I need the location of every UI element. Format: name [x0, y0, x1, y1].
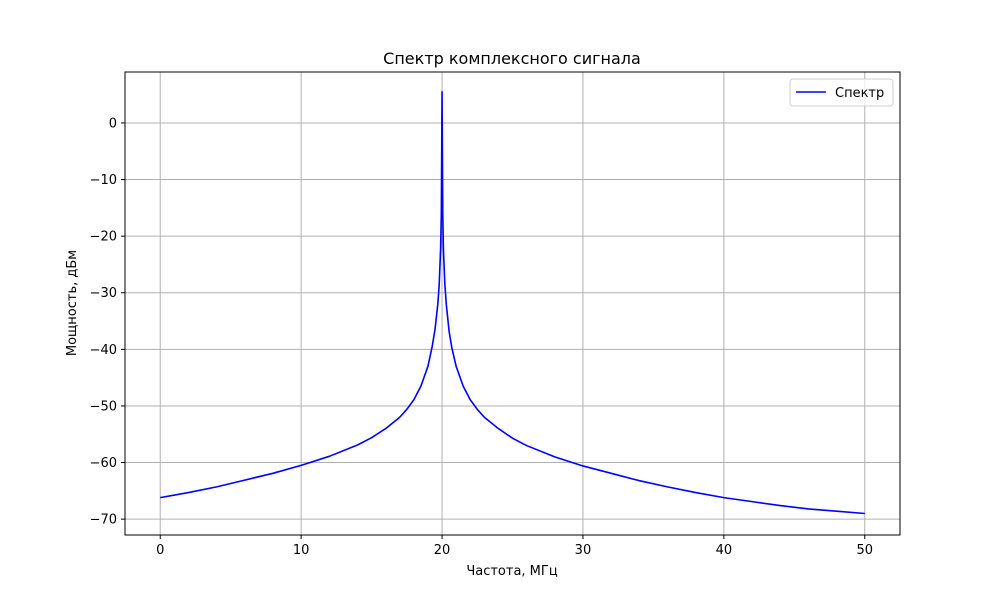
x-tick-label: 40	[716, 543, 733, 558]
legend-label-spektr: Спектр	[835, 86, 884, 101]
y-axis-label: Мощность, дБм	[65, 250, 80, 356]
x-axis-label: Частота, МГц	[466, 564, 558, 579]
x-tick-label: 30	[575, 543, 592, 558]
legend-box	[789, 78, 894, 107]
axes	[124, 71, 901, 536]
x-tick-label: 0	[156, 543, 164, 558]
legend: Спектр	[789, 78, 894, 107]
plot-area-frame	[124, 71, 901, 536]
y-tick-label: −70	[90, 513, 117, 528]
y-tick-label: −10	[90, 173, 117, 188]
y-tick-label: −30	[90, 286, 117, 301]
series-line-spektr	[160, 91, 865, 515]
x-tick-label: 10	[293, 543, 310, 558]
y-tick-label: −20	[90, 230, 117, 245]
chart-title: Спектр комплексного сигнала	[383, 49, 641, 68]
x-tick-label: 50	[856, 543, 873, 558]
series-layer	[160, 91, 865, 515]
x-tick-label: 20	[434, 543, 451, 558]
ticks: 0 10 20 30 40 50 0 −10 −20 −30 −40 −50 −60 −70	[90, 116, 873, 558]
y-tick-label: 0	[109, 116, 117, 131]
y-tick-label: −40	[90, 343, 117, 358]
y-tick-label: −50	[90, 399, 117, 414]
y-tick-label: −60	[90, 456, 117, 471]
